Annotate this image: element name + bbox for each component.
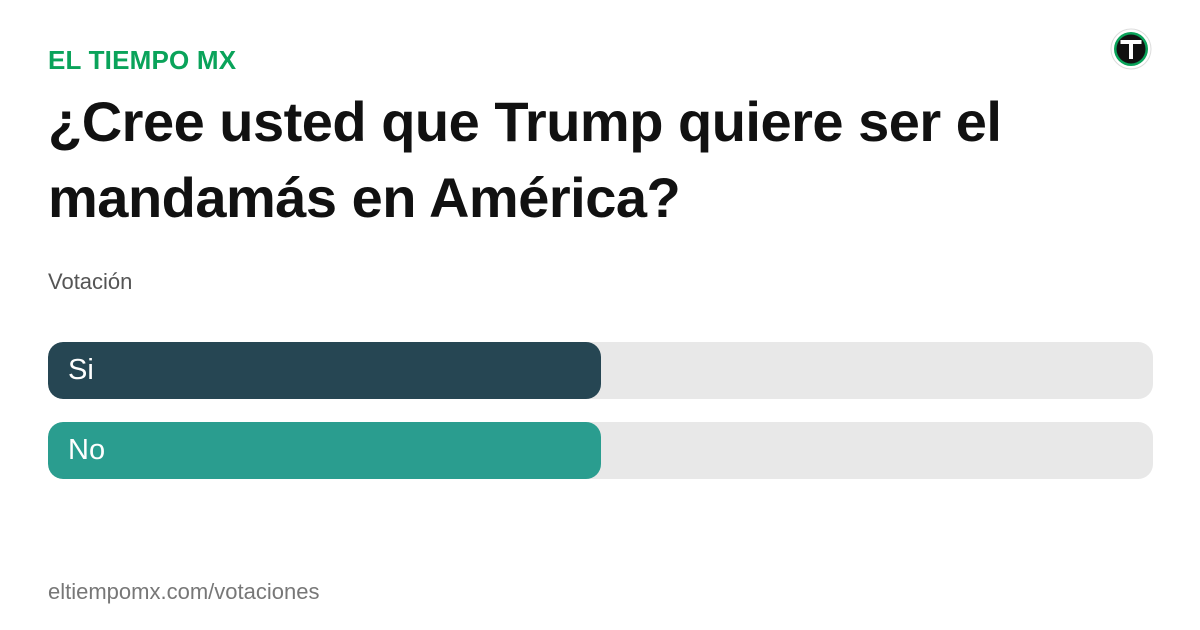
poll-option-si[interactable]: Si bbox=[48, 342, 1153, 399]
brand-name: EL TIEMPO MX bbox=[48, 45, 237, 75]
footer-url[interactable]: eltiempomx.com/votaciones bbox=[48, 579, 320, 604]
poll-option-no[interactable]: No bbox=[48, 422, 1153, 479]
poll-question: ¿Cree usted que Trump quiere ser el mand… bbox=[48, 90, 1002, 229]
poll-subtitle: Votación bbox=[48, 269, 133, 294]
poll-option-no-label: No bbox=[68, 434, 106, 466]
poll-option-si-label: Si bbox=[68, 354, 94, 386]
poll-option-si-fill bbox=[48, 342, 601, 399]
poll-option-no-fill bbox=[48, 422, 601, 479]
el-tiempo-t-logo-icon bbox=[1110, 28, 1152, 70]
